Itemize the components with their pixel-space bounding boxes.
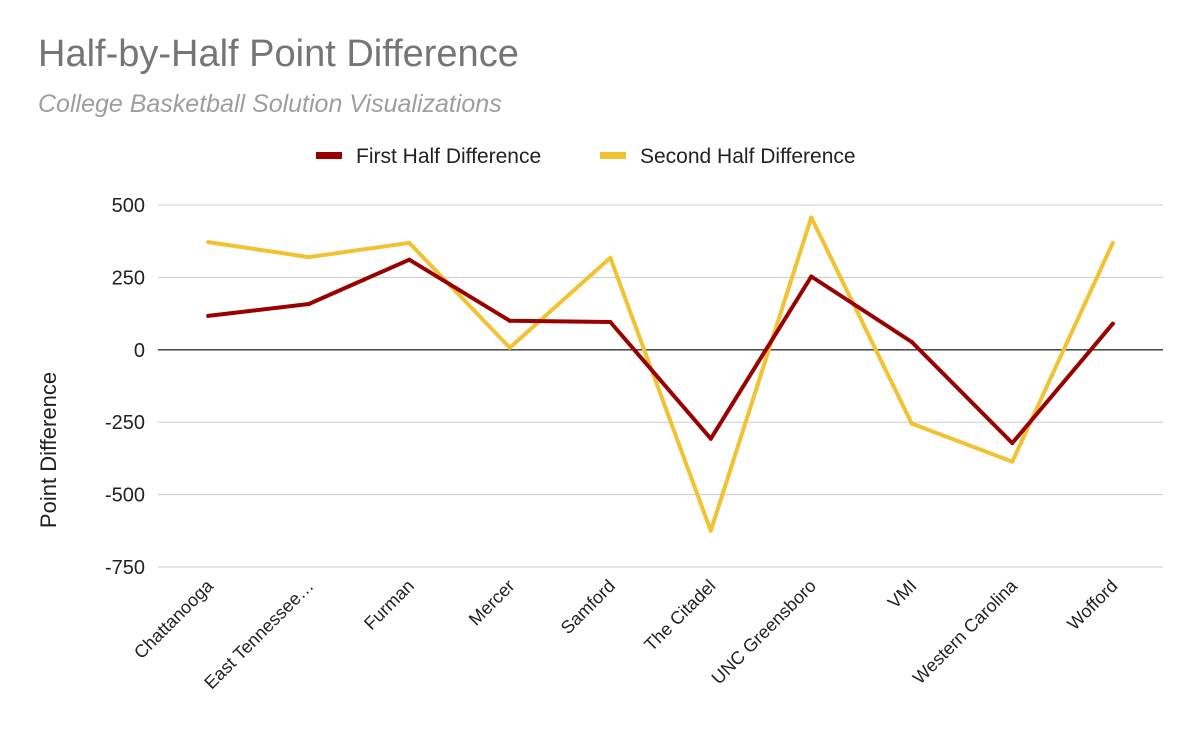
y-tick-label: -750: [105, 557, 145, 579]
x-tick-label: Mercer: [465, 576, 519, 630]
gridlines: [158, 204, 1163, 568]
x-tick-label: East Tennessee…: [200, 576, 317, 693]
y-tick-label: 250: [112, 267, 145, 289]
y-axis-label: Point Difference: [36, 372, 61, 528]
data-point: [708, 436, 713, 441]
x-tick-label: Western Carolina: [909, 575, 1022, 688]
data-point: [909, 340, 914, 344]
data-point: [1010, 441, 1015, 446]
chart-title: Half-by-Half Point Difference: [38, 33, 519, 75]
x-tick-label: The Citadel: [640, 576, 719, 655]
data-point: [809, 274, 814, 279]
series-line-second-half: [206, 215, 1115, 533]
y-tick-label: 0: [134, 340, 145, 362]
data-point: [507, 318, 512, 323]
x-tick-label: Wofford: [1063, 576, 1121, 634]
data-point: [1110, 321, 1115, 326]
data-point: [608, 320, 613, 324]
legend-swatch: [600, 152, 626, 159]
x-tick-label: Samford: [557, 576, 619, 638]
data-point: [306, 302, 311, 306]
y-axis-ticks: 500 250 0 -250 -500 -750: [105, 195, 145, 579]
y-tick-label: -500: [105, 485, 145, 507]
data-point: [206, 313, 211, 318]
data-point: [407, 240, 412, 245]
data-point: [407, 257, 412, 262]
legend-label: First Half Difference: [356, 145, 541, 168]
data-point: [608, 255, 613, 260]
data-point: [1010, 459, 1015, 464]
chart-subtitle: College Basketball Solution Visualizatio…: [38, 90, 502, 118]
x-tick-label: Chattanooga: [130, 575, 218, 663]
data-point: [306, 255, 311, 260]
legend: First Half Difference Second Half Differe…: [316, 145, 856, 168]
data-point: [206, 240, 211, 245]
data-point: [809, 215, 814, 220]
x-tick-label: VMI: [884, 576, 921, 613]
data-point: [909, 421, 914, 426]
data-point: [708, 528, 713, 533]
data-point: [1110, 240, 1115, 245]
y-tick-label: -250: [105, 412, 145, 434]
series-lines: [206, 215, 1115, 533]
series-line-first-half: [206, 257, 1115, 446]
x-tick-label: UNC Greensboro: [708, 576, 820, 688]
x-tick-label: Furman: [360, 576, 418, 634]
legend-label: Second Half Difference: [640, 145, 856, 168]
data-point: [507, 345, 512, 350]
y-tick-label: 500: [112, 195, 145, 217]
legend-swatch: [316, 152, 342, 159]
